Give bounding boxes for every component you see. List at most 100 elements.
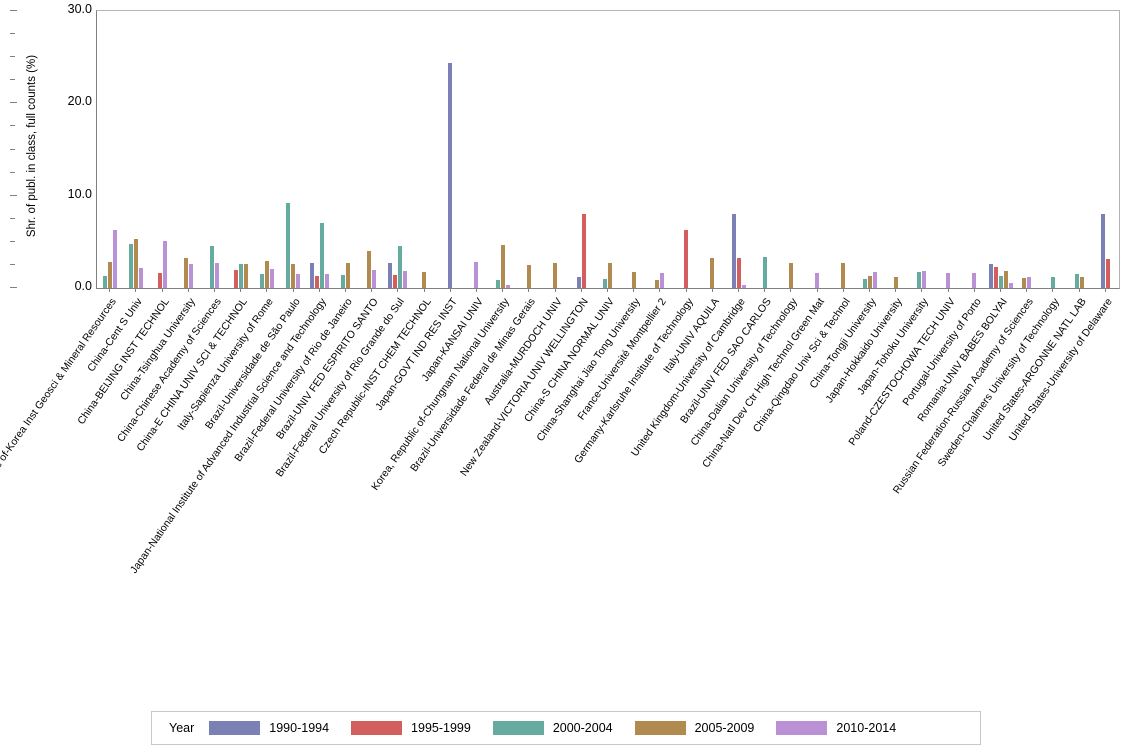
bar-group: [228, 11, 254, 288]
legend-item[interactable]: 1990-1994: [209, 721, 329, 735]
y-tick-label: 10.0: [67, 186, 92, 201]
bar-group: [569, 11, 595, 288]
x-tick: [633, 288, 635, 292]
y-tick-minor: [10, 56, 15, 58]
bar: [259, 274, 264, 288]
bar: [314, 276, 319, 288]
y-tick-minor: [10, 263, 15, 265]
x-tick: [816, 288, 818, 292]
bar: [233, 269, 238, 288]
x-tick: [502, 288, 504, 292]
bar-group: [962, 11, 988, 288]
bar: [102, 276, 107, 288]
bar-group: [1093, 11, 1119, 288]
bar-group: [1067, 11, 1093, 288]
x-tick: [1052, 288, 1054, 292]
bar-group: [752, 11, 778, 288]
y-tick-minor: [10, 33, 15, 35]
bar: [209, 246, 214, 288]
bar-group: [97, 11, 123, 288]
legend-item[interactable]: 2010-2014: [776, 721, 896, 735]
bar: [710, 257, 715, 288]
bar: [319, 223, 324, 288]
y-tick-minor: [10, 79, 15, 81]
bar: [309, 263, 314, 288]
bar-group: [385, 11, 411, 288]
bar: [1105, 259, 1110, 288]
bar-group: [805, 11, 831, 288]
bar-group: [490, 11, 516, 288]
legend-item[interactable]: 2000-2004: [492, 721, 613, 735]
x-tick: [947, 288, 949, 292]
x-tick: [292, 288, 294, 292]
bar: [393, 275, 398, 288]
bar: [993, 266, 998, 288]
bar-group: [123, 11, 149, 288]
bar: [188, 264, 193, 288]
bar: [162, 240, 167, 288]
y-tick-minor: [10, 217, 15, 219]
x-tick: [1026, 288, 1028, 292]
bar-group: [464, 11, 490, 288]
bar: [1022, 277, 1027, 288]
x-tick: [397, 288, 399, 292]
bar: [214, 263, 219, 288]
bar: [291, 264, 296, 288]
bar: [862, 278, 867, 288]
bar: [264, 261, 269, 288]
bar-group: [1040, 11, 1066, 288]
bar: [1100, 214, 1105, 288]
x-tick: [449, 288, 451, 292]
bar: [112, 229, 117, 288]
bar: [296, 274, 301, 288]
bar: [917, 272, 922, 288]
bar: [553, 263, 558, 288]
x-tick: [842, 288, 844, 292]
x-tick: [1078, 288, 1080, 292]
bar: [1027, 276, 1032, 288]
y-tick-label: 30.0: [67, 2, 92, 16]
bar: [998, 276, 1003, 288]
bar: [128, 243, 133, 288]
bar-group: [595, 11, 621, 288]
bar: [655, 279, 660, 288]
bar-series-container: [97, 11, 1119, 288]
bar: [324, 274, 329, 288]
bar: [238, 264, 243, 288]
bar: [607, 263, 612, 288]
y-tick-major: [10, 287, 17, 288]
x-tick-label: Korea, Republic of-Korea Inst Geosci & M…: [0, 296, 119, 527]
x-tick: [240, 288, 242, 292]
legend-item[interactable]: 1995-1999: [351, 721, 471, 735]
x-tick: [187, 288, 189, 292]
bar-group: [333, 11, 359, 288]
x-tick: [475, 288, 477, 292]
bar-group: [149, 11, 175, 288]
bar: [138, 267, 143, 288]
bar: [972, 273, 977, 288]
y-tick-major: [10, 194, 17, 196]
bar: [495, 279, 500, 288]
x-tick: [423, 288, 425, 292]
x-tick: [659, 288, 661, 292]
legend: Year 1990-1994 1995-1999 2000-2004 2005-200…: [151, 711, 981, 745]
legend-swatch: [492, 721, 544, 735]
bar-group: [988, 11, 1014, 288]
y-tick-minor: [10, 148, 15, 150]
bar: [367, 251, 372, 288]
y-tick-minor: [10, 171, 15, 173]
bar: [988, 264, 993, 288]
x-tick: [554, 288, 556, 292]
bar: [736, 258, 741, 288]
x-tick: [1104, 288, 1106, 292]
bar: [576, 276, 581, 288]
x-tick: [344, 288, 346, 292]
legend-swatch: [209, 721, 261, 735]
x-tick: [266, 288, 268, 292]
bar-group: [647, 11, 673, 288]
bar: [741, 285, 746, 288]
bar: [107, 262, 112, 288]
bar: [581, 214, 586, 288]
legend-item[interactable]: 2005-2009: [634, 721, 754, 735]
